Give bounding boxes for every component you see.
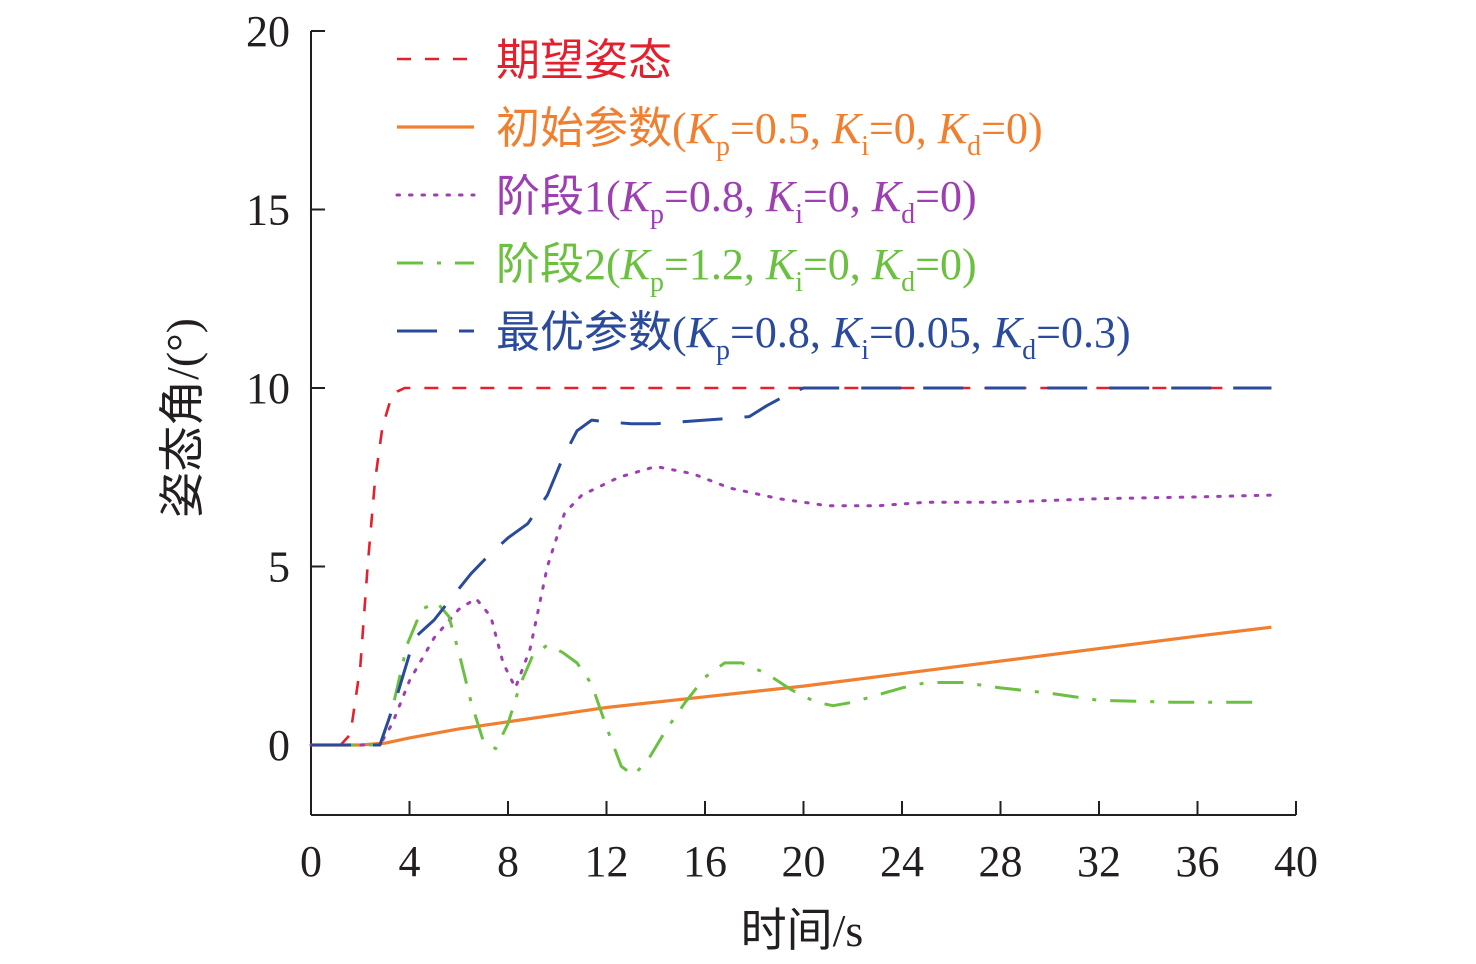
legend-param-symbol: K xyxy=(871,172,904,221)
legend-param-subscript: i xyxy=(861,131,869,162)
legend-param-value: =0.8, xyxy=(664,172,766,221)
legend-param-subscript: d xyxy=(901,199,915,230)
legend-param-value: =0.3) xyxy=(1036,308,1130,357)
y-tick-label: 5 xyxy=(268,543,290,592)
legend-param-subscript: d xyxy=(901,267,915,298)
series-line-optimal xyxy=(311,386,1272,747)
legend-param-symbol: K xyxy=(765,172,798,221)
legend-param-symbol: K xyxy=(992,308,1025,357)
series-line-stage1 xyxy=(309,465,1273,747)
series-line-initial xyxy=(311,625,1272,747)
x-axis-ticks: 0 4 8 12 16 20 24 28 32 36 40 xyxy=(300,801,1318,886)
legend-label-optimal: 最优参数(Kp=0.8, Ki=0.05, Kd=0.3) xyxy=(496,308,1131,366)
legend-param-symbol: K xyxy=(831,104,864,153)
axes: 0 4 8 12 16 20 24 28 32 36 40 0 5 10 15 20 xyxy=(246,7,1318,886)
series-line-desired xyxy=(311,386,1272,747)
legend-param-symbol: K xyxy=(937,104,970,153)
legend-param-subscript: p xyxy=(716,335,730,366)
legend-param-subscript: d xyxy=(967,131,981,162)
legend-label-stage2: 阶段2(Kp=1.2, Ki=0, Kd=0) xyxy=(496,240,977,298)
legend-label-prefix: 初始参数( xyxy=(496,104,687,153)
legend-param-symbol: K xyxy=(620,172,653,221)
y-tick-label: 20 xyxy=(246,7,290,56)
legend-param-value: =0) xyxy=(981,104,1042,153)
legend-param-value: =0.05, xyxy=(869,308,993,357)
y-axis-ticks: 0 5 10 15 20 xyxy=(246,7,325,770)
legend-param-subscript: d xyxy=(1022,335,1036,366)
legend-param-subscript: p xyxy=(716,131,730,162)
legend-label-desired: 期望姿态 xyxy=(496,36,672,85)
legend-label-prefix: 阶段1( xyxy=(496,172,621,221)
x-tick-label: 32 xyxy=(1077,837,1121,886)
legend-label-stage1: 阶段1(Kp=0.8, Ki=0, Kd=0) xyxy=(496,172,977,230)
x-tick-label: 4 xyxy=(399,837,421,886)
x-tick-label: 24 xyxy=(880,837,924,886)
legend-param-value: =0.8, xyxy=(730,308,832,357)
x-tick-label: 12 xyxy=(585,837,629,886)
legend-param-subscript: p xyxy=(650,267,664,298)
legend-label-initial: 初始参数(Kp=0.5, Ki=0, Kd=0) xyxy=(496,104,1043,162)
legend-label-prefix: 阶段2( xyxy=(496,240,621,289)
x-tick-label: 20 xyxy=(782,837,826,886)
x-tick-label: 16 xyxy=(683,837,727,886)
y-tick-label: 15 xyxy=(246,186,290,235)
y-tick-label: 10 xyxy=(246,364,290,413)
legend-param-subscript: i xyxy=(795,199,803,230)
x-tick-label: 40 xyxy=(1274,837,1318,886)
legend-param-value: =1.2, xyxy=(664,240,766,289)
legend-param-value: =0, xyxy=(803,240,872,289)
x-axis-title: 时间/s xyxy=(741,905,864,956)
legend-param-value: =0) xyxy=(915,240,976,289)
legend-param-subscript: i xyxy=(861,335,869,366)
legend-param-symbol: K xyxy=(620,240,653,289)
y-axis-title: 姿态角/(°) xyxy=(157,318,208,518)
legend-param-subscript: i xyxy=(795,267,803,298)
x-tick-label: 28 xyxy=(979,837,1023,886)
legend-param-symbol: K xyxy=(871,240,904,289)
x-tick-label: 0 xyxy=(300,837,322,886)
legend-param-value: =0, xyxy=(803,172,872,221)
legend-param-symbol: K xyxy=(686,308,719,357)
legend-param-symbol: K xyxy=(686,104,719,153)
y-tick-label: 0 xyxy=(268,721,290,770)
legend-param-value: =0) xyxy=(915,172,976,221)
x-tick-label: 36 xyxy=(1176,837,1220,886)
legend-param-value: =0, xyxy=(869,104,938,153)
legend-label-prefix: 最优参数( xyxy=(496,308,687,357)
legend-param-value: =0.5, xyxy=(730,104,832,153)
legend-param-symbol: K xyxy=(831,308,864,357)
plot-lines xyxy=(309,386,1273,777)
legend-label-prefix: 期望姿态 xyxy=(496,36,672,85)
x-tick-label: 8 xyxy=(497,837,519,886)
legend-param-symbol: K xyxy=(765,240,798,289)
legend-param-subscript: p xyxy=(650,199,664,230)
